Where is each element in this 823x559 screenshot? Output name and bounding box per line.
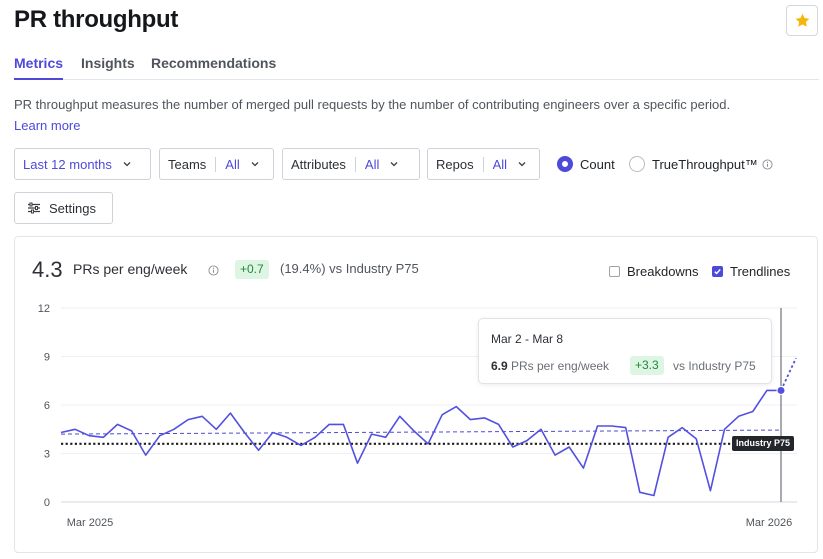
period-select-value: Last 12 months: [23, 156, 112, 172]
teams-select[interactable]: Teams All: [159, 148, 274, 180]
chevron-down-icon: [251, 162, 259, 167]
favorite-button[interactable]: [786, 5, 818, 36]
y-tick-label: 12: [38, 303, 50, 315]
truethroughput-radio-button[interactable]: [629, 156, 645, 172]
star-icon: [795, 13, 809, 27]
breakdowns-checkbox[interactable]: Breakdowns: [609, 264, 699, 279]
x-tick-label: Mar 2025: [67, 517, 113, 529]
projection-line: [780, 357, 797, 391]
period-select[interactable]: Last 12 months: [14, 148, 151, 180]
repos-select-label: Repos: [436, 156, 474, 172]
repos-select-value: All: [492, 156, 508, 172]
repos-select[interactable]: Repos All: [427, 148, 540, 180]
tooltip-value: 6.9: [491, 359, 508, 373]
tab-recommendations[interactable]: Recommendations: [151, 55, 277, 71]
teams-select-label: Teams: [168, 156, 207, 172]
trendlines-checkbox[interactable]: Trendlines: [712, 264, 790, 279]
info-icon[interactable]: [208, 265, 219, 276]
x-tick-label: Mar 2026: [746, 517, 792, 529]
industry-p75-label: Industry P75: [732, 436, 795, 451]
trendlines-checkbox-label: Trendlines: [730, 264, 791, 279]
delta-badge: +0.7: [235, 260, 269, 279]
throughput-line-chart[interactable]: 0 3 6 9 12 Mar 2025 Mar 2026: [15, 237, 817, 552]
breakdowns-checkbox-box[interactable]: [609, 266, 620, 277]
settings-button-label: Settings: [49, 200, 96, 216]
trendlines-checkbox-box[interactable]: [712, 266, 723, 277]
teams-select-value: All: [225, 156, 240, 172]
truethroughput-radio[interactable]: TrueThroughput™: [629, 156, 773, 172]
sliders-icon: [28, 202, 40, 214]
metric-description: PR throughput measures the number of mer…: [14, 97, 731, 112]
chevron-down-icon: [123, 162, 131, 167]
tab-insights[interactable]: Insights: [81, 55, 135, 71]
tooltip-unit: PRs per eng/week: [511, 359, 610, 373]
y-tick-label: 9: [44, 352, 50, 364]
y-tick-label: 0: [44, 497, 50, 509]
metric-card: 4.3 PRs per eng/week +0.7 (19.4%) vs Ind…: [14, 236, 818, 553]
settings-button[interactable]: Settings: [14, 192, 113, 224]
attributes-select-value: All: [364, 156, 380, 172]
tooltip-comparison: vs Industry P75: [673, 359, 756, 373]
y-tick-label: 6: [44, 400, 50, 412]
highlighted-data-point[interactable]: [776, 385, 786, 395]
delta-comparison-text: (19.4%) vs Industry P75: [280, 261, 419, 276]
chevron-down-icon: [518, 162, 526, 167]
metric-unit: PRs per eng/week: [73, 261, 188, 277]
check-icon: [714, 269, 721, 275]
metric-value: 4.3: [32, 257, 63, 282]
learn-more-link[interactable]: Learn more: [14, 118, 81, 133]
tooltip-date-range: Mar 2 - Mar 8: [491, 332, 564, 346]
breakdowns-checkbox-label: Breakdowns: [627, 264, 699, 279]
chart-tooltip: Mar 2 - Mar 8 6.9 PRs per eng/week +3.3 …: [478, 318, 772, 384]
chevron-down-icon: [390, 162, 398, 167]
count-radio-button[interactable]: [557, 156, 573, 172]
trendline: [60, 429, 782, 435]
attributes-select[interactable]: Attributes All: [282, 148, 420, 180]
tab-metrics[interactable]: Metrics: [14, 54, 64, 80]
tooltip-delta-badge: +3.3: [630, 356, 664, 375]
info-icon[interactable]: [762, 158, 773, 170]
series-line: [60, 389, 781, 497]
page-title: PR throughput: [14, 6, 179, 33]
count-radio-label: Count: [580, 156, 615, 172]
tab-bar: Metrics Insights Recommendations: [14, 54, 819, 80]
truethroughput-radio-label: TrueThroughput™: [652, 156, 758, 172]
attributes-select-label: Attributes: [291, 156, 346, 172]
y-tick-label: 3: [44, 449, 50, 461]
count-radio[interactable]: Count: [557, 156, 615, 172]
